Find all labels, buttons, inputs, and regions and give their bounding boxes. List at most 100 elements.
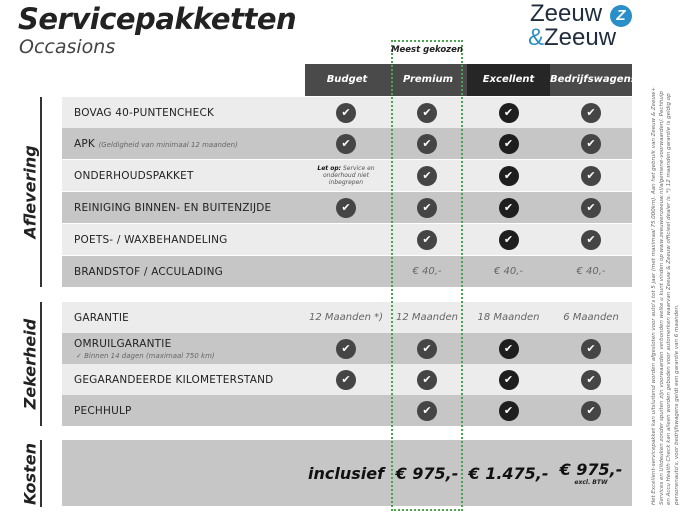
cell-budget: ✔ — [305, 192, 387, 223]
price-note: excl. BTW — [574, 479, 608, 486]
column-header-budget: Budget — [305, 64, 389, 96]
check-icon: ✔ — [498, 400, 519, 421]
cell-value: 12 Maanden — [396, 312, 458, 323]
cell-bedrijfswagens: 6 Maanden — [550, 302, 632, 333]
feature-row: GEGARANDEERDE KILOMETERSTAND ✔ ✔ ✔ ✔ — [62, 364, 632, 395]
check-icon: ✔ — [498, 102, 519, 123]
feature-note: (Geldigheid van minimaal 12 maanden) — [98, 140, 238, 149]
cell-value: € 40,- — [493, 266, 524, 277]
check-icon: ✔ — [581, 369, 601, 390]
check-icon: ✔ — [417, 133, 437, 154]
footnote: Het Excellent-servicepakket kan uitsluit… — [651, 86, 680, 505]
cell-value: 6 Maanden — [563, 312, 619, 323]
check-icon: ✔ — [581, 102, 601, 123]
cell-excellent: ✔ — [467, 192, 550, 223]
check-icon: ✔ — [581, 133, 601, 154]
cell-excellent: ✔ — [467, 128, 550, 159]
cell-budget — [305, 395, 387, 426]
cell-bedrijfswagens: ✔ — [550, 160, 632, 191]
column-header-bedrijfswagens: Bedrijfswagens — [550, 64, 637, 96]
check-icon: ✔ — [417, 338, 437, 359]
feature-label: BOVAG 40-PUNTENCHECK — [74, 106, 215, 119]
check-icon: ✔ — [581, 197, 601, 218]
budget-note: Let op: Service en onderhoud niet inbegr… — [317, 165, 375, 186]
check-icon: ✔ — [498, 229, 519, 250]
section-kosten: Kosten — [20, 440, 42, 507]
cell-budget: ✔ — [305, 97, 387, 128]
cell-budget: ✔ — [305, 364, 387, 395]
cell-premium: ✔ — [387, 364, 467, 395]
cell-bedrijfswagens: ✔ — [550, 395, 632, 426]
cell-value: 18 Maanden — [477, 312, 540, 323]
feature-subnote: ✓ Binnen 14 dagen (maximaal 750 km) — [76, 351, 215, 360]
check-icon: ✔ — [336, 133, 356, 154]
logo-line1: Zeeuw — [530, 0, 603, 27]
feature-label: REINIGING BINNEN- EN BUITENZIJDE — [74, 201, 272, 214]
feature-row: PECHHULP ✔ ✔ ✔ — [62, 395, 632, 426]
logo-z-icon: Z — [610, 5, 632, 27]
check-icon: ✔ — [417, 400, 437, 421]
price-row: inclusief € 975,- € 1.475,- € 975,- excl.… — [62, 440, 632, 506]
cell-excellent: ✔ — [467, 160, 550, 191]
most-chosen-label: Meest gekozen — [391, 45, 463, 55]
check-icon: ✔ — [417, 369, 437, 390]
cell-excellent: ✔ — [467, 224, 550, 255]
cell-premium: ✔ — [387, 160, 467, 191]
check-icon: ✔ — [581, 229, 601, 250]
column-header-premium: Premium — [389, 64, 467, 96]
cell-excellent: € 40,- — [467, 256, 550, 287]
cell-excellent: ✔ — [467, 364, 550, 395]
logo-line2: &Zeeuw — [528, 24, 617, 51]
cell-premium: ✔ — [387, 192, 467, 223]
cell-budget: 12 Maanden *) — [305, 302, 387, 333]
check-icon: ✔ — [417, 197, 437, 218]
check-icon: ✔ — [581, 400, 601, 421]
price-budget: inclusief — [307, 463, 385, 483]
feature-row: ONDERHOUDSPAKKET Let op: Service en onder… — [62, 160, 632, 191]
cell-budget — [305, 224, 387, 255]
cell-premium: ✔ — [387, 128, 467, 159]
feature-label: PECHHULP — [74, 404, 132, 417]
cell-excellent: ✔ — [467, 333, 550, 364]
feature-label: BRANDSTOF / ACCULADING — [74, 265, 223, 278]
feature-row: OMRUILGARANTIE ✓ Binnen 14 dagen (maximaa… — [62, 333, 632, 364]
check-icon: ✔ — [417, 165, 437, 186]
cell-excellent: ✔ — [467, 97, 550, 128]
logo: Zeeuw Z &Zeeuw — [528, 2, 638, 54]
feature-row: APK (Geldigheid van minimaal 12 maanden)… — [62, 128, 632, 159]
cell-bedrijfswagens: ✔ — [550, 333, 632, 364]
cell-premium: € 40,- — [387, 256, 467, 287]
check-icon: ✔ — [336, 197, 356, 218]
cell-bedrijfswagens: ✔ — [550, 364, 632, 395]
feature-label: APK (Geldigheid van minimaal 12 maanden) — [74, 137, 238, 150]
cell-premium: ✔ — [387, 333, 467, 364]
feature-label: ONDERHOUDSPAKKET — [74, 169, 194, 182]
feature-row: BOVAG 40-PUNTENCHECK ✔ ✔ ✔ ✔ — [62, 97, 632, 128]
cell-value: 12 Maanden *) — [308, 312, 384, 323]
feature-label: GARANTIE — [74, 311, 129, 324]
check-icon: ✔ — [498, 197, 519, 218]
check-icon: ✔ — [581, 165, 601, 186]
check-icon: ✔ — [498, 133, 519, 154]
check-icon: ✔ — [498, 369, 519, 390]
cell-bedrijfswagens: ✔ — [550, 97, 632, 128]
feature-row: BRANDSTOF / ACCULADING € 40,- € 40,- € 40,- — [62, 256, 632, 287]
cell-value: € 40,- — [576, 266, 606, 277]
page-title: Servicepakketten — [18, 2, 297, 36]
feature-row: REINIGING BINNEN- EN BUITENZIJDE ✔ ✔ ✔ ✔ — [62, 192, 632, 223]
cell-premium: ✔ — [387, 97, 467, 128]
cell-bedrijfswagens: ✔ — [550, 192, 632, 223]
cell-premium: ✔ — [387, 224, 467, 255]
section-zekerheid: Zekerheid — [20, 302, 42, 426]
section-aflevering: Aflevering — [20, 97, 42, 287]
cell-excellent: ✔ — [467, 395, 550, 426]
cell-budget: ✔ — [305, 333, 387, 364]
check-icon: ✔ — [336, 369, 356, 390]
price-premium: € 975,- — [395, 463, 459, 483]
price-excellent: € 1.475,- — [468, 463, 549, 483]
feature-row: GARANTIE 12 Maanden *) 12 Maanden 18 Maande… — [62, 302, 632, 333]
check-icon: ✔ — [336, 102, 356, 123]
check-icon: ✔ — [498, 165, 519, 186]
column-header-excellent: Excellent — [467, 64, 550, 96]
feature-label: GEGARANDEERDE KILOMETERSTAND — [74, 373, 274, 386]
